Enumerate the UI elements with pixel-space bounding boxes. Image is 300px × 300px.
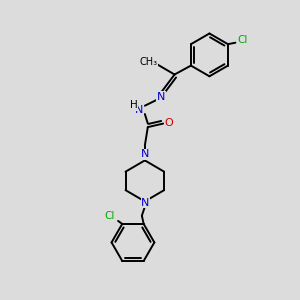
Text: N: N: [135, 105, 144, 115]
Text: O: O: [164, 118, 173, 128]
Text: N: N: [141, 198, 150, 208]
Text: N: N: [157, 92, 165, 101]
Text: Cl: Cl: [237, 35, 247, 45]
Text: CH₃: CH₃: [139, 57, 158, 67]
Text: N: N: [141, 149, 150, 160]
Text: H: H: [130, 100, 137, 110]
Text: Cl: Cl: [105, 212, 115, 221]
